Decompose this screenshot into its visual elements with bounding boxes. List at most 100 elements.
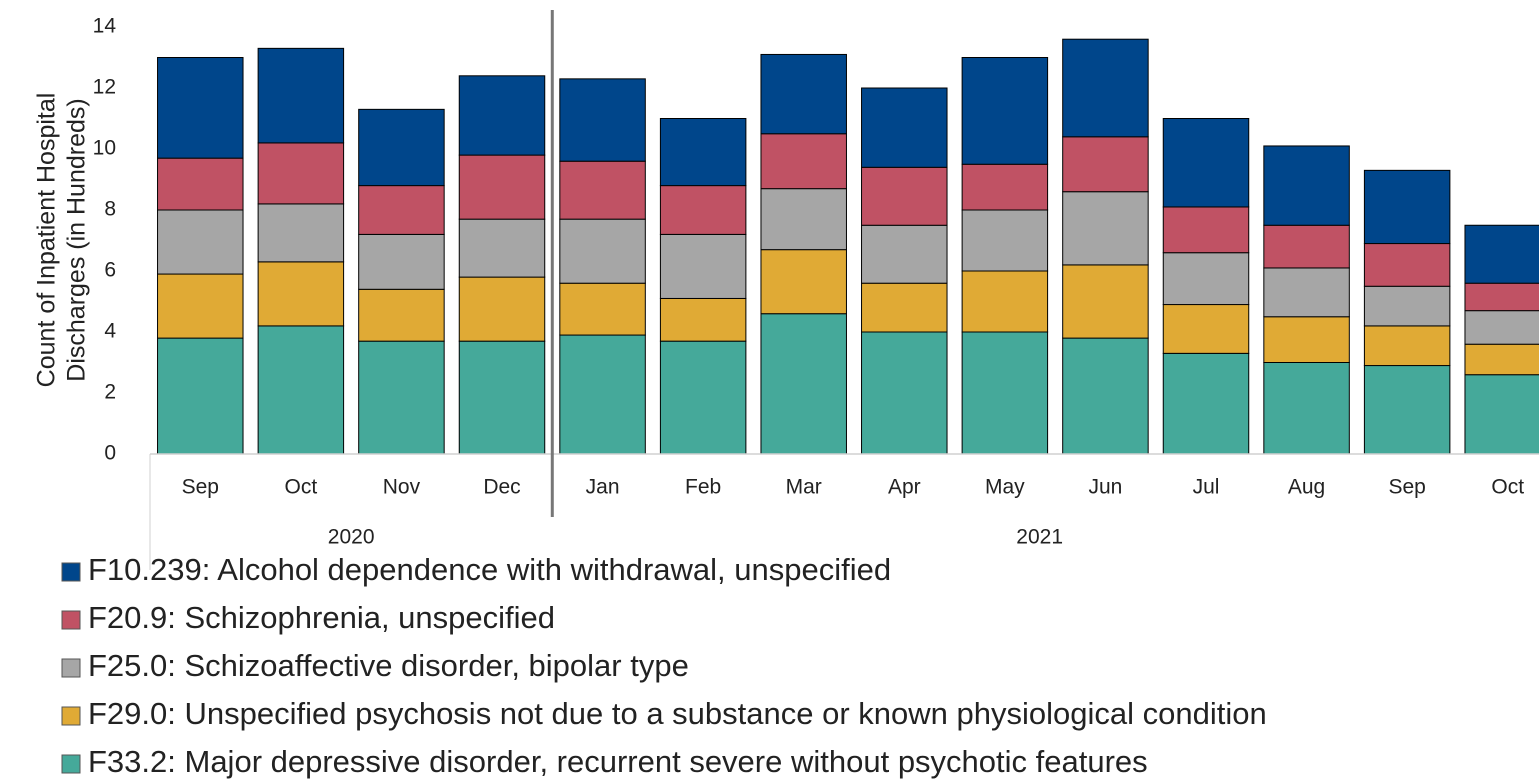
bar-segment [458,218,546,278]
bar-segment [1062,38,1149,138]
bar-segment [257,47,345,144]
bar-segment [157,337,244,455]
bar-segment [961,57,1049,165]
bar-segment [659,118,747,187]
legend-label: F25.0: Schizoaffective disorder, bipolar… [88,648,689,683]
bar-segment [559,78,646,162]
bar-segment [1464,282,1539,312]
x-tick-label: Sep [1388,476,1425,499]
bar-segment [1062,337,1149,455]
bar-segment [358,233,445,290]
bar-segment [961,209,1049,272]
legend-swatch [61,610,81,630]
bar-segment [659,233,747,299]
bar-segment [1162,304,1250,354]
y-axis-title-line: Count of Inpatient Hospital [33,93,61,388]
bar-segment [659,340,747,455]
y-tick-label: 12 [93,76,116,99]
bar-segment [458,75,546,156]
y-tick-label: 2 [104,381,116,404]
x-tick-label: Aug [1288,476,1325,499]
bar-segment [961,163,1049,211]
bar-segment [458,276,546,342]
bar-segment [157,57,244,159]
x-tick-label: Feb [685,476,721,499]
bar-segment [157,157,244,211]
x-tick-label: Jul [1193,476,1220,499]
bar-segment [257,261,345,327]
x-tick-label: May [985,476,1025,499]
bar-segment [760,53,847,135]
bar-segment [1062,191,1149,266]
bar-segment [157,209,244,275]
x-tick-label: Mar [786,476,822,499]
bar-segment [1363,169,1451,245]
x-group-label: 2020 [328,526,375,549]
bar-segment [861,166,948,226]
bar-segment [1062,136,1149,193]
bar-segment [861,282,948,333]
bar-segment [559,282,646,336]
bar-segment [358,108,445,187]
bar-segment [1464,224,1539,284]
bar-segment [961,270,1049,333]
x-tick-label: Jan [586,476,620,499]
bar-segment [358,288,445,342]
x-tick-label: Nov [383,476,421,499]
y-tick-label: 10 [93,137,116,160]
x-tick-label: Jun [1088,476,1122,499]
bar-segment [1263,224,1350,269]
bar-segment [1363,285,1451,327]
bar-segment [1162,352,1250,455]
bar-segment [157,273,244,339]
bar-segment [1162,206,1250,254]
bar-segment [358,340,445,455]
bar-segment [1162,118,1250,208]
bar-segment [1263,316,1350,363]
x-tick-label: Oct [285,476,318,499]
y-tick-label: 8 [104,198,116,221]
bar-segment [559,334,646,455]
bar-segment [659,297,747,342]
bar-segment [861,87,948,168]
bar-segment [1464,343,1539,376]
bar-segment [1162,252,1250,306]
bar-segment [760,133,847,190]
legend-label: F10.239: Alcohol dependence with withdra… [88,552,891,587]
bar-segment [760,313,847,455]
bar-segment [559,218,646,284]
legend-label: F29.0: Unspecified psychosis not due to … [88,696,1267,731]
bar-segment [358,185,445,235]
y-tick-label: 6 [104,259,116,282]
legend-label: F20.9: Schizophrenia, unspecified [88,600,555,635]
bar-segment [1363,243,1451,287]
bar-segment [458,340,546,455]
bar-segment [861,331,948,455]
bar-segment [257,142,345,205]
bar-segment [961,331,1049,455]
bar-segment [1464,310,1539,345]
x-tick-label: Sep [182,476,219,499]
bar-segment [1464,374,1539,455]
y-axis-title: Count of Inpatient Hospital Discharges (… [33,93,91,388]
legend-label: F33.2: Major depressive disorder, recurr… [88,744,1148,779]
x-group-label: 2021 [1016,526,1063,549]
bar-segment [861,224,948,284]
bar-segment [1263,362,1350,455]
bar-segment [1263,267,1350,318]
bar-segment [458,154,546,220]
bar-segment [760,188,847,251]
x-tick-label: Dec [483,476,520,499]
y-tick-label: 14 [93,15,117,38]
bar-segment [1263,145,1350,226]
legend-swatch [61,754,81,774]
bar-segment [760,249,847,315]
bar-segment [257,203,345,263]
bar-segment [1062,264,1149,339]
x-tick-label: Oct [1491,476,1524,499]
x-tick-label: Apr [888,476,921,499]
y-tick-label: 4 [104,320,116,343]
bar-segment [659,185,747,235]
bar-segment [1363,365,1451,455]
